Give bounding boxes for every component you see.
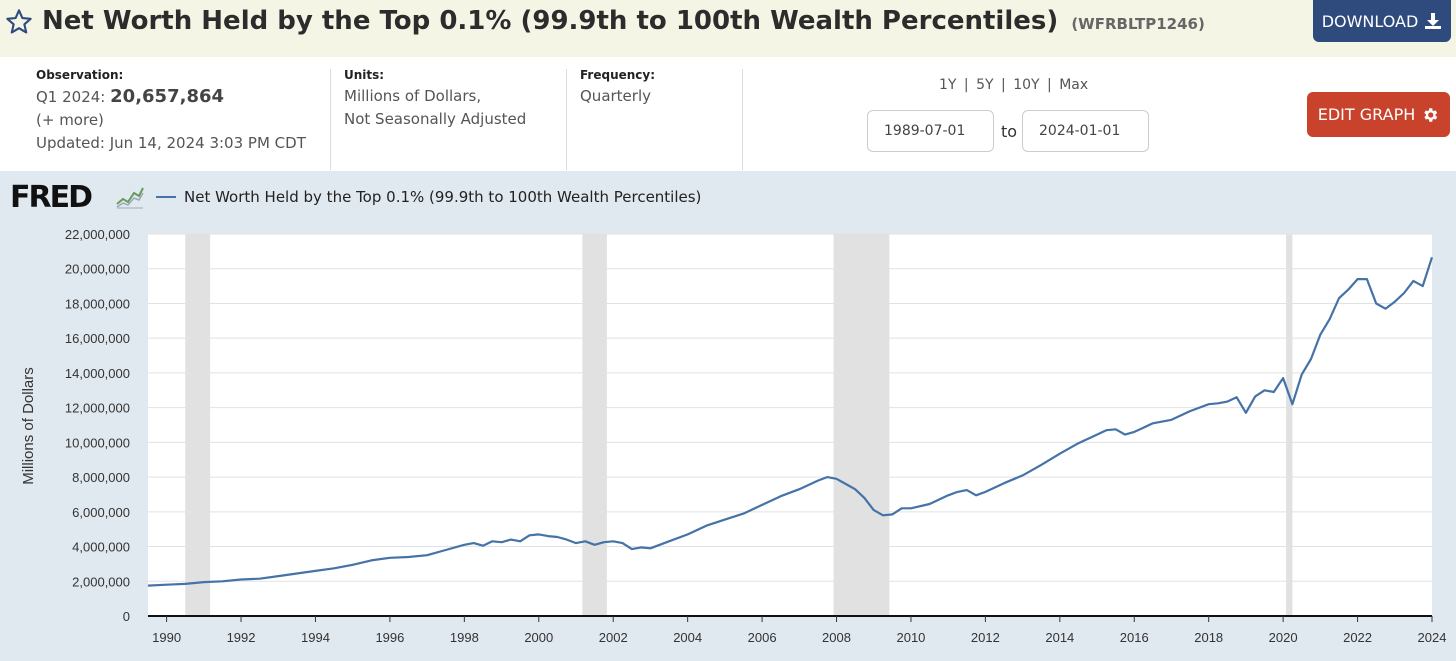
x-tick-label: 1990 [152,630,181,645]
x-tick-label: 1998 [450,630,479,645]
x-tick-label: 2010 [896,630,925,645]
y-tick-label: 6,000,000 [72,505,130,520]
download-icon [1425,13,1442,29]
y-tick-label: 2,000,000 [72,574,130,589]
y-tick-label: 20,000,000 [65,262,130,277]
divider [330,69,331,170]
series-title: Net Worth Held by the Top 0.1% (99.9th t… [42,6,1059,36]
range-1y[interactable]: 1Y [939,77,957,93]
units-panel: Units: Millions of Dollars, Not Seasonal… [344,68,526,131]
end-date-input[interactable]: 2024-01-01 [1022,110,1149,152]
range-links: 1Y | 5Y | 10Y | Max [939,77,1088,93]
x-tick-label: 2008 [822,630,851,645]
divider [566,69,567,170]
x-tick-label: 2016 [1120,630,1149,645]
range-max[interactable]: Max [1059,77,1089,93]
range-separator: | [1047,77,1052,93]
updated-value: Jun 14, 2024 3:03 PM CDT [109,134,306,152]
page-title: Net Worth Held by the Top 0.1% (99.9th t… [42,6,1205,36]
title-bar: Net Worth Held by the Top 0.1% (99.9th t… [0,0,1456,57]
y-tick-label: 10,000,000 [65,435,130,450]
recession-band [582,234,607,616]
legend-swatch [156,196,176,198]
y-tick-label: 14,000,000 [65,366,130,381]
x-tick-label: 2022 [1343,630,1372,645]
x-tick-label: 2004 [673,630,702,645]
observation-period: Q1 2024: [36,88,106,106]
y-tick-label: 22,000,000 [65,227,130,242]
frequency-label: Frequency: [580,68,656,82]
x-tick-label: 2002 [599,630,628,645]
edit-graph-label: EDIT GRAPH [1317,105,1416,124]
range-separator: | [963,77,969,93]
x-tick-label: 2012 [971,630,1000,645]
legend-label: Net Worth Held by the Top 0.1% (99.9th t… [184,188,702,206]
units-line1: Millions of Dollars, [344,87,482,105]
frequency-panel: Frequency: Quarterly [580,68,655,108]
plot-background [148,234,1432,616]
gear-icon [1424,107,1438,122]
observation-label: Observation: [36,68,124,82]
updated-label: Updated: [36,134,105,152]
x-tick-label: 2006 [748,630,777,645]
y-axis-label: Millions of Dollars [20,367,37,485]
chart-legend: Net Worth Held by the Top 0.1% (99.9th t… [156,188,701,206]
x-tick-label: 1992 [227,630,256,645]
star-outline-icon[interactable] [5,8,33,36]
recession-band [833,234,890,616]
fred-logo[interactable]: FRED [10,180,93,215]
more-link[interactable]: (+ more) [36,111,104,129]
divider [742,69,743,170]
y-tick-label: 0 [123,609,130,624]
observation-value: 20,657,864 [110,86,225,107]
start-date-input[interactable]: 1989-07-01 [867,110,994,152]
x-tick-label: 1996 [375,630,404,645]
series-id: (WFRBLTP1246) [1071,15,1205,33]
y-tick-label: 16,000,000 [65,331,130,346]
range-separator: | [1001,77,1006,93]
units-label: Units: [344,68,385,82]
x-tick-label: 1994 [301,630,330,645]
x-tick-label: 2024 [1418,630,1447,645]
download-label: DOWNLOAD [1321,11,1419,31]
x-tick-label: 2000 [524,630,553,645]
recession-band [185,234,211,616]
series-line [147,256,1434,587]
to-label: to [1001,122,1018,141]
download-button[interactable]: DOWNLOAD [1313,0,1451,42]
y-tick-label: 18,000,000 [65,296,130,311]
range-5y[interactable]: 5Y [976,77,994,93]
edit-graph-button[interactable]: EDIT GRAPH [1307,92,1450,137]
y-tick-label: 8,000,000 [72,470,130,485]
x-tick-label: 2018 [1194,630,1223,645]
recession-band [1286,234,1293,616]
line-chart: Millions of Dollars 0 2,000,000 4,000,000 6… [20,227,1447,645]
observation-panel: Observation: Q1 2024: 20,657,864 (+ more… [36,68,306,155]
x-tick-label: 2020 [1269,630,1298,645]
y-tick-label: 4,000,000 [72,540,130,555]
y-tick-label: 12,000,000 [65,401,130,416]
sparkline-icon [116,187,144,209]
x-tick-label: 2014 [1045,630,1074,645]
frequency-value: Quarterly [580,87,651,105]
range-10y[interactable]: 10Y [1013,77,1040,93]
units-line2: Not Seasonally Adjusted [344,110,527,128]
